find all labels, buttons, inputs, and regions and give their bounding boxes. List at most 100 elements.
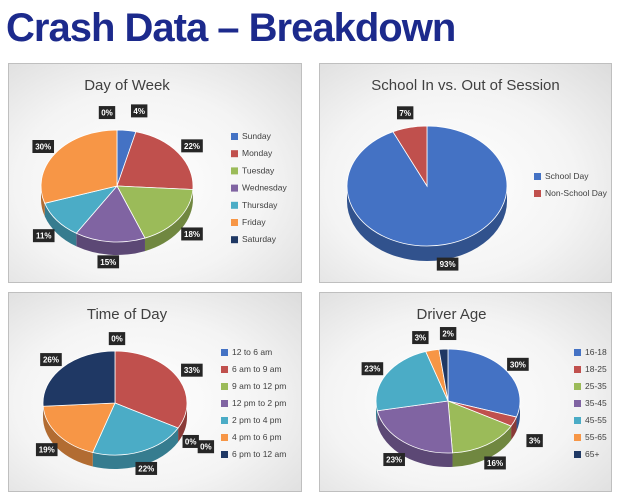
data-label-18-25: 3% xyxy=(526,434,543,448)
chart-panel-school-session: School In vs. Out of Session 93% 7% School … xyxy=(319,63,612,283)
svg-text:3%: 3% xyxy=(529,437,541,446)
legend-item-saturday: Saturday xyxy=(231,234,277,244)
legend-item-25-35: 25-35 xyxy=(574,381,607,391)
svg-text:22%: 22% xyxy=(184,142,200,151)
svg-text:19%: 19% xyxy=(39,446,55,455)
pie-slice-side-25-35 xyxy=(452,426,512,467)
data-label-6-am-to-9-am: 33% xyxy=(181,363,203,377)
data-label-4-pm-to-6-pm: 19% xyxy=(35,443,58,457)
data-label-non-school-day: 7% xyxy=(396,106,414,120)
legend-item-12-pm-to-2-pm: 12 pm to 2 pm xyxy=(221,398,286,408)
pie-slice-side-18-25 xyxy=(511,417,517,441)
svg-text:18%: 18% xyxy=(184,230,200,239)
svg-text:25-35: 25-35 xyxy=(585,381,607,391)
legend-item-wednesday: Wednesday xyxy=(231,183,287,193)
chart-title: School In vs. Out of Session xyxy=(371,77,559,94)
data-label-6-pm-to-12-am: 26% xyxy=(40,353,62,367)
data-label-friday: 30% xyxy=(32,140,55,154)
data-label-thursday: 11% xyxy=(32,229,55,243)
legend-item-16-18: 16-18 xyxy=(574,347,607,357)
pie-slice-side-6-am-to-9-am xyxy=(178,403,187,443)
svg-text:0%: 0% xyxy=(200,443,212,452)
chart-title: Day of Week xyxy=(84,77,170,94)
pie-slice-25-35 xyxy=(447,400,512,454)
svg-text:35-45: 35-45 xyxy=(585,398,607,408)
data-label-55-65: 3% xyxy=(412,331,429,345)
svg-text:12 pm to 2 pm: 12 pm to 2 pm xyxy=(232,398,286,408)
legend-item-sunday: Sunday xyxy=(231,131,272,141)
pie-slice-side-friday xyxy=(41,186,45,217)
legend-item-4-pm-to-6-pm: 4 pm to 6 pm xyxy=(221,432,282,442)
svg-text:Friday: Friday xyxy=(242,217,266,227)
pie-slice-side-school-day xyxy=(347,186,507,261)
svg-text:2 pm to 4 pm: 2 pm to 4 pm xyxy=(232,415,282,425)
data-label-35-45: 23% xyxy=(383,453,405,467)
data-label-16-18: 30% xyxy=(507,357,529,371)
legend-item-12-to-6-am: 12 to 6 am xyxy=(221,347,272,357)
pie-slice-6-pm-to-12-am xyxy=(42,350,116,407)
svg-text:65+: 65+ xyxy=(585,449,599,459)
pie-slice-side-wednesday xyxy=(76,233,145,256)
data-label-wednesday: 15% xyxy=(97,255,120,269)
pie-chart-svg: Driver Age 30% 3% 16% 23% 23% 3% 2% 16-18 18-25 25… xyxy=(361,306,607,470)
legend-item-35-45: 35-45 xyxy=(574,398,607,408)
legend-item-friday: Friday xyxy=(231,217,266,227)
svg-text:15%: 15% xyxy=(100,258,116,267)
legend-item-9-am-to-12-pm: 9 am to 12 pm xyxy=(221,381,286,391)
svg-text:30%: 30% xyxy=(510,360,526,369)
data-label-25-35: 16% xyxy=(484,456,506,470)
data-label-school-day: 93% xyxy=(436,257,459,271)
legend-item-45-55: 45-55 xyxy=(574,415,607,425)
svg-text:School Day: School Day xyxy=(545,171,589,181)
svg-text:93%: 93% xyxy=(440,260,456,269)
pie-slice-wednesday xyxy=(75,185,146,243)
pie-slice-friday xyxy=(40,129,118,204)
svg-text:16-18: 16-18 xyxy=(585,347,607,357)
legend-item-2-pm-to-4-pm: 2 pm to 4 pm xyxy=(221,415,282,425)
svg-text:45-55: 45-55 xyxy=(585,415,607,425)
svg-text:18-25: 18-25 xyxy=(585,364,607,374)
svg-text:7%: 7% xyxy=(399,109,411,118)
chart-panel-time-of-day: Time of Day 0% 33% 0% 0% 22% 19% 26% 12 to 6 am 6… xyxy=(8,292,302,492)
svg-text:16%: 16% xyxy=(487,459,503,468)
svg-text:22%: 22% xyxy=(138,464,154,473)
pie-slice-45-55 xyxy=(375,351,449,412)
pie-slice-side-16-18 xyxy=(516,401,520,432)
svg-text:2%: 2% xyxy=(442,330,454,339)
pie-slice-65 xyxy=(438,348,449,402)
legend-item-tuesday: Tuesday xyxy=(231,165,275,175)
pie-slice-6-am-to-9-am xyxy=(114,350,188,429)
svg-text:Non-School Day: Non-School Day xyxy=(545,188,608,198)
pie-slice-side-2-pm-to-4-pm xyxy=(92,428,179,469)
data-label-saturday: 0% xyxy=(98,106,116,120)
svg-text:0%: 0% xyxy=(185,437,197,446)
legend-item-55-65: 55-65 xyxy=(574,432,607,442)
svg-text:4 pm to 6 pm: 4 pm to 6 pm xyxy=(232,432,282,442)
svg-text:Thursday: Thursday xyxy=(242,200,278,210)
pie-slice-side-tuesday xyxy=(144,189,193,252)
svg-text:Saturday: Saturday xyxy=(242,234,277,244)
data-label-12-to-6-am: 0% xyxy=(108,332,126,346)
svg-text:26%: 26% xyxy=(43,356,59,365)
pie-slice-side-35-45 xyxy=(377,410,453,467)
data-label-tuesday: 18% xyxy=(181,227,203,241)
data-label-45-55: 23% xyxy=(361,362,384,376)
pie-slice-35-45 xyxy=(376,400,453,454)
data-label-12-pm-to-2-pm: 0% xyxy=(197,440,215,454)
pie-slice-4-pm-to-6-pm xyxy=(42,402,116,453)
svg-text:9 am to 12 pm: 9 am to 12 pm xyxy=(232,381,286,391)
legend-item-6-pm-to-12-am: 6 pm to 12 am xyxy=(221,449,286,459)
data-label-sunday: 4% xyxy=(130,104,148,118)
legend-item-6-am-to-9-am: 6 am to 9 am xyxy=(221,364,282,374)
svg-text:55-65: 55-65 xyxy=(585,432,607,442)
legend-item-school-day: School Day xyxy=(534,171,589,181)
svg-text:6 pm to 12 am: 6 pm to 12 am xyxy=(232,449,286,459)
pie-slice-side-4-pm-to-6-pm xyxy=(43,406,93,467)
data-label-monday: 22% xyxy=(181,139,203,153)
svg-text:11%: 11% xyxy=(36,232,52,241)
data-label-65: 2% xyxy=(439,327,457,341)
pie-slice-2-pm-to-4-pm xyxy=(92,402,179,456)
chart-panel-driver-age: Driver Age 30% 3% 16% 23% 23% 3% 2% 16-18 18-25 25… xyxy=(319,292,612,492)
pie-slice-monday xyxy=(116,131,194,190)
